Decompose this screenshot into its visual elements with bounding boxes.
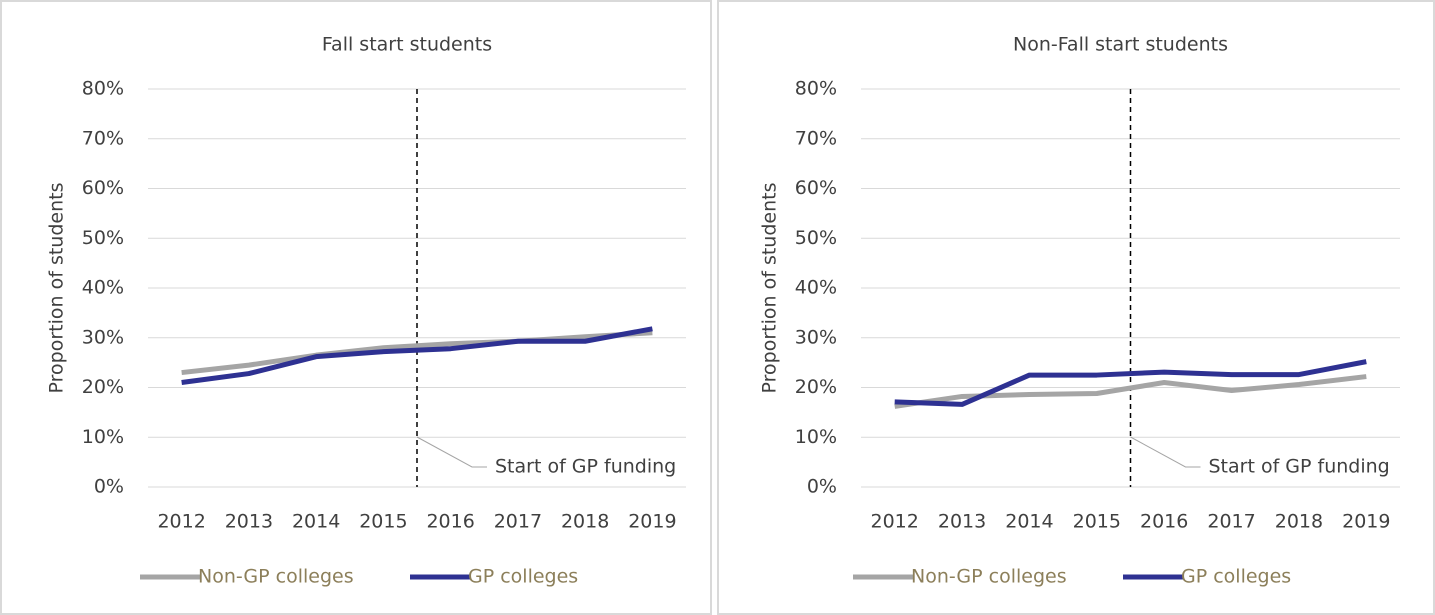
y-tick-label: 70%	[82, 127, 124, 149]
annotation-leader	[416, 436, 487, 468]
y-tick-label: 50%	[795, 227, 837, 249]
legend-label: GP colleges	[1181, 566, 1291, 588]
y-tick-label: 50%	[82, 227, 124, 249]
y-axis-label: Proportion of students	[46, 183, 68, 394]
series-line	[894, 374, 1367, 409]
panel-frame	[0, 0, 712, 615]
annotation: Start of GP funding	[495, 456, 676, 478]
y-tick-label: 80%	[795, 78, 837, 100]
series-line	[894, 359, 1367, 407]
x-tick-label: 2017	[494, 511, 542, 533]
x-tick-label: 2013	[225, 511, 273, 533]
x-tick-label: 2018	[1275, 511, 1323, 533]
x-tick-label: 2016	[426, 511, 474, 533]
chart-title: Non-Fall start students	[1013, 34, 1228, 56]
series-line	[181, 330, 653, 376]
y-tick-label: 30%	[82, 326, 124, 348]
y-tick-label: 80%	[82, 78, 124, 100]
x-tick-label: 2014	[292, 511, 340, 533]
x-tick-label: 2018	[561, 511, 609, 533]
x-tick-label: 2019	[628, 511, 676, 533]
x-tick-label: 2019	[1342, 511, 1390, 533]
x-tick-label: 2012	[871, 511, 919, 533]
x-tick-label: 2013	[938, 511, 986, 533]
x-tick-label: 2016	[1140, 511, 1188, 533]
x-tick-label: 2015	[359, 511, 407, 533]
legend-label: Non-GP colleges	[198, 566, 354, 588]
legend-label: Non-GP colleges	[911, 566, 1067, 588]
y-tick-label: 0%	[94, 476, 124, 498]
y-tick-label: 70%	[795, 127, 837, 149]
y-tick-label: 10%	[82, 426, 124, 448]
x-tick-label: 2017	[1207, 511, 1255, 533]
x-tick-label: 2015	[1073, 511, 1121, 533]
annotation: Start of GP funding	[1209, 456, 1390, 478]
annotation-leader	[1130, 436, 1201, 468]
y-tick-label: 60%	[82, 177, 124, 199]
x-tick-label: 2012	[157, 511, 205, 533]
x-tick-label: 2014	[1005, 511, 1053, 533]
y-tick-label: 30%	[795, 326, 837, 348]
y-tick-label: 40%	[795, 277, 837, 299]
y-tick-label: 20%	[795, 376, 837, 398]
y-tick-label: 20%	[82, 376, 124, 398]
series-line	[181, 326, 653, 386]
y-tick-label: 0%	[807, 476, 837, 498]
y-tick-label: 60%	[795, 177, 837, 199]
y-tick-label: 40%	[82, 277, 124, 299]
chart-title: Fall start students	[322, 34, 492, 56]
y-tick-label: 10%	[795, 426, 837, 448]
y-axis-label: Proportion of students	[759, 183, 781, 394]
legend-label: GP colleges	[468, 566, 578, 588]
panel-frame	[717, 0, 1435, 615]
